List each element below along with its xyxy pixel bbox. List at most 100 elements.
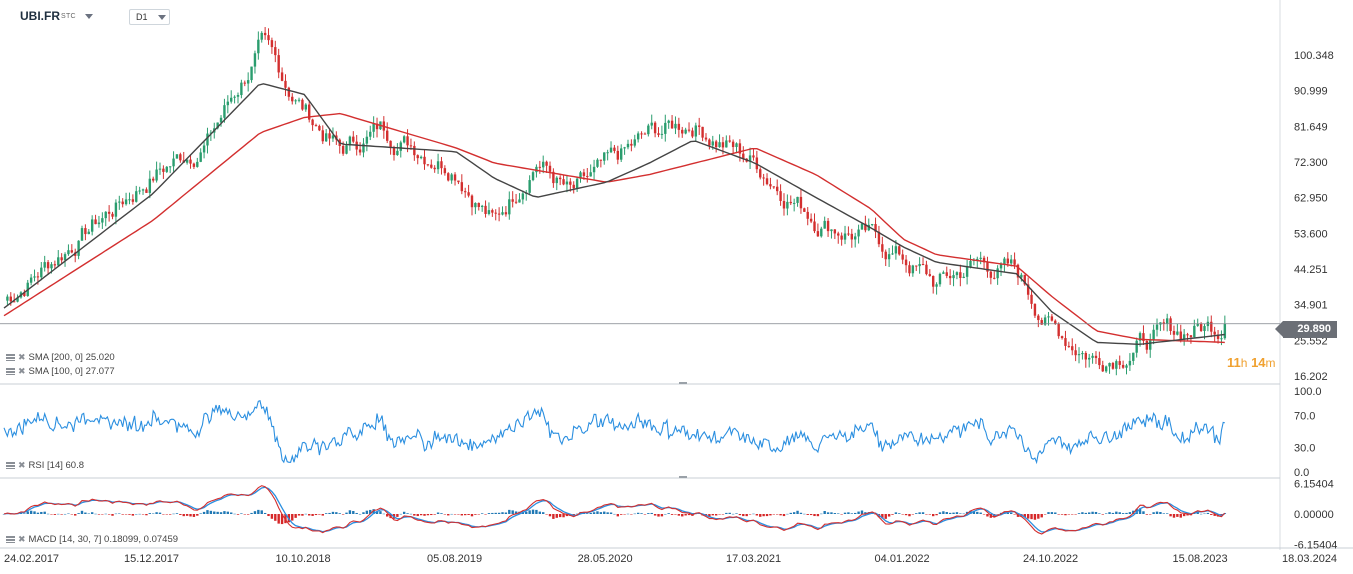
candle-body (358, 149, 362, 153)
macd-histogram-bar (904, 514, 908, 516)
candle-body (104, 211, 107, 219)
candle-body (1060, 336, 1064, 339)
candle-body (1020, 274, 1023, 278)
macd-histogram-bar (803, 513, 806, 515)
macd-histogram-bar (36, 512, 40, 514)
macd-legend[interactable]: ✖ MACD [14, 30, 7] 0.18099, 0.07459 (6, 534, 178, 545)
macd-histogram-bar (650, 512, 653, 514)
close-icon[interactable]: ✖ (18, 352, 26, 362)
timeframe-select[interactable]: D1 (129, 9, 170, 25)
candle-body (192, 163, 196, 167)
macd-histogram-bar (416, 514, 419, 517)
macd-histogram-bar (765, 514, 769, 517)
rsi-legend[interactable]: ✖ RSI [14] 60.8 (6, 460, 84, 471)
close-icon[interactable]: ✖ (18, 460, 26, 470)
candle-body (728, 140, 731, 142)
macd-histogram-bar (328, 512, 331, 514)
macd-histogram-bar (196, 514, 199, 516)
macd-histogram-bar (552, 514, 555, 519)
macd-histogram-bar (633, 513, 636, 515)
settings-icon[interactable] (6, 354, 15, 361)
settings-icon[interactable] (6, 462, 15, 469)
candle-body (884, 251, 887, 260)
candle-body (935, 284, 938, 287)
candle-body (986, 262, 989, 272)
macd-histogram-bar (538, 511, 542, 514)
candle-body (1169, 318, 1172, 332)
candle-body (759, 169, 762, 178)
candle-body (1145, 340, 1149, 350)
macd-histogram-bar (226, 511, 230, 514)
candle-body (287, 87, 291, 97)
macd-histogram-bar (80, 510, 84, 514)
candle-body (660, 133, 664, 135)
macd-histogram-bar (440, 513, 443, 514)
macd-histogram-bar (121, 514, 124, 515)
candle-body (240, 82, 243, 96)
candle-body (484, 205, 487, 214)
macd-histogram-bar (246, 514, 250, 515)
candle-body (318, 125, 321, 131)
macd-histogram-bar (352, 510, 355, 514)
candle-body (304, 104, 308, 110)
candle-body (1203, 326, 1206, 331)
candle-body (175, 154, 179, 159)
macd-histogram-bar (1138, 508, 1142, 514)
macd-histogram-bar (1152, 512, 1155, 514)
macd-histogram-bar (314, 514, 318, 516)
settings-icon[interactable] (6, 368, 15, 375)
macd-histogram-bar (786, 513, 789, 515)
candle-body (1199, 323, 1203, 331)
candle-body (562, 179, 565, 185)
macd-histogram-bar (94, 513, 97, 515)
macd-histogram-bar (911, 514, 915, 515)
macd-histogram-bar (884, 514, 887, 519)
candle-body (457, 180, 460, 183)
close-icon[interactable]: ✖ (18, 534, 26, 544)
close-icon[interactable]: ✖ (18, 366, 26, 376)
macd-histogram-bar (487, 513, 491, 514)
settings-icon[interactable] (6, 536, 15, 543)
macd-histogram-bar (240, 513, 243, 514)
candle-body (1040, 320, 1043, 325)
candle-body (1064, 338, 1067, 346)
rsi-tick-label: 70.0 (1294, 410, 1315, 422)
candle-body (511, 199, 514, 202)
candle-body (847, 233, 850, 235)
symbol-dropdown-icon[interactable] (85, 14, 93, 19)
macd-histogram-bar (864, 512, 867, 514)
macd-histogram-bar (1169, 514, 1172, 517)
macd-histogram-bar (1213, 514, 1216, 516)
candle-body (494, 212, 497, 214)
candle-body (297, 99, 301, 101)
candle-body (518, 199, 521, 203)
symbol-label[interactable]: UBI.FR (20, 9, 60, 23)
candle-body (921, 264, 925, 266)
candle-body (491, 210, 494, 213)
candle-body (474, 202, 477, 208)
candle-body (223, 105, 226, 118)
macd-histogram-bar (684, 514, 687, 516)
candle-body (50, 264, 53, 269)
macd-line (3, 485, 1226, 535)
candle-body (982, 257, 986, 263)
candle-body (592, 166, 596, 173)
candle-body (538, 166, 542, 168)
macd-histogram-bar (223, 511, 226, 514)
candle-body (243, 82, 246, 84)
sma200-legend[interactable]: ✖ SMA [200, 0] 25.020 (6, 352, 115, 363)
candle-body (931, 275, 935, 287)
macd-histogram-bar (90, 512, 94, 514)
candle-body (196, 161, 199, 167)
macd-histogram-bar (199, 513, 202, 514)
candle-body (531, 172, 535, 181)
candle-body (97, 222, 101, 225)
macd-histogram-bar (915, 513, 918, 514)
sma100-legend[interactable]: ✖ SMA [100, 0] 27.077 (6, 366, 115, 377)
candle-body (148, 178, 152, 193)
macd-histogram-bar (1047, 512, 1050, 514)
candle-body (776, 186, 779, 192)
macd-histogram-bar (935, 514, 938, 516)
date-tick-label: 04.01.2022 (875, 553, 930, 565)
